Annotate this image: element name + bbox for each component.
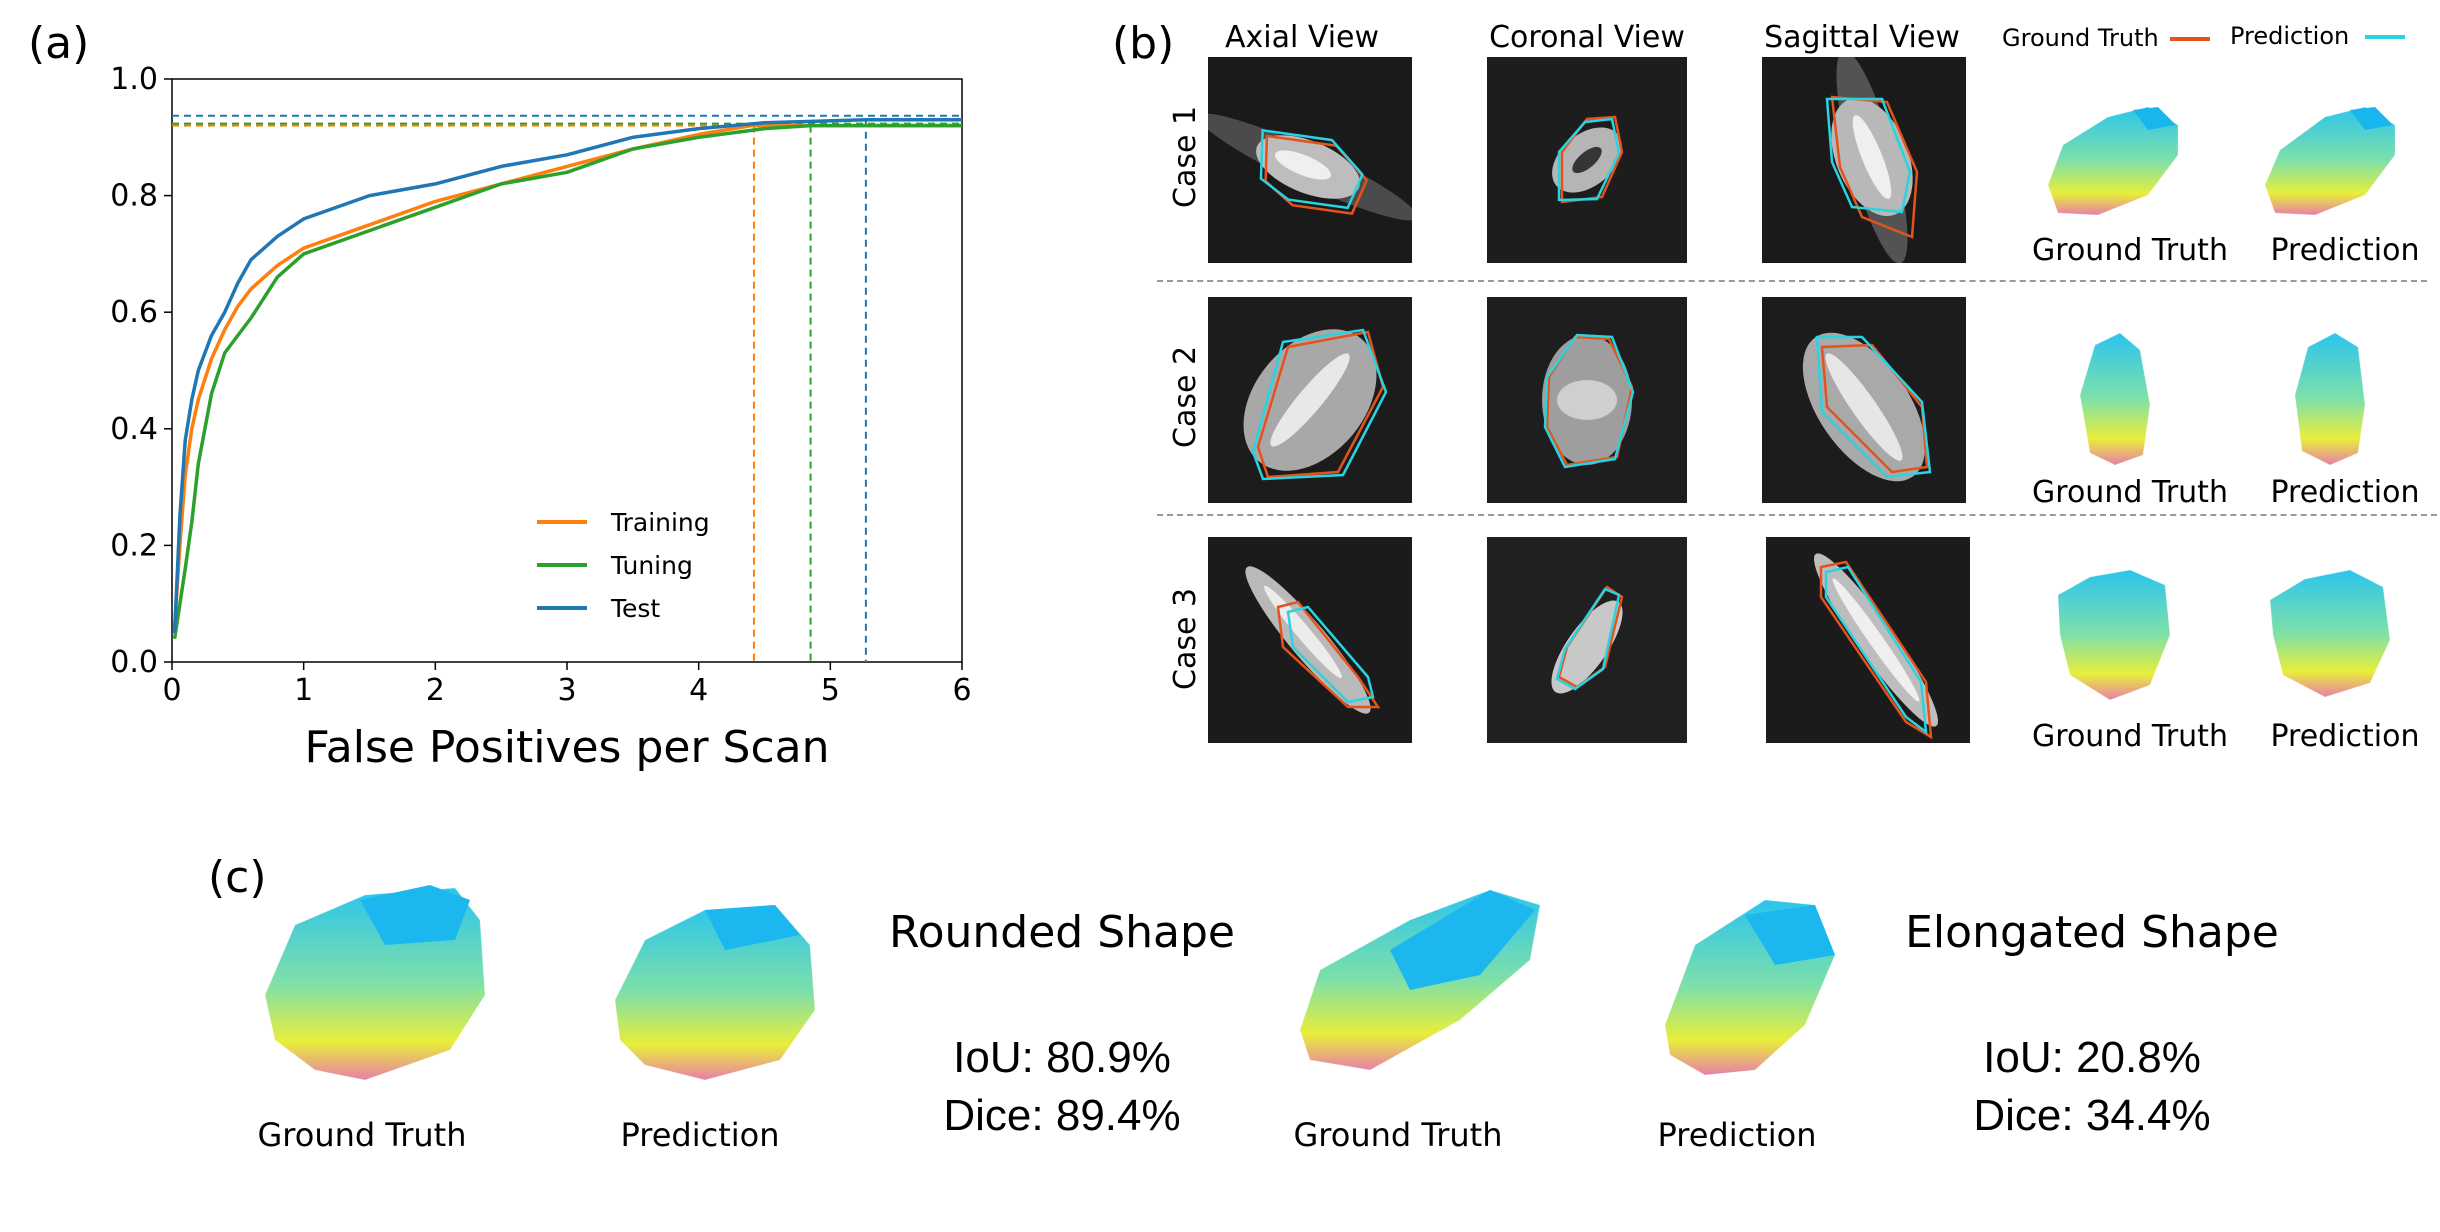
ct-case3-sagittal	[1766, 537, 1970, 743]
case2-pred-caption: Prediction	[2270, 475, 2420, 510]
rounded-iou: IoU: 80.9%	[953, 1033, 1171, 1082]
row-divider-1	[1157, 280, 2427, 282]
y-tick-label: 1.0	[110, 62, 158, 97]
rounded-pred-caption: Prediction	[620, 1116, 780, 1154]
elongated-dice: Dice: 34.4%	[1973, 1091, 2211, 1140]
ct-case3-axial	[1208, 537, 1412, 743]
froc-chart: 0 1 2 3 4 5 6 0.0 0.2 0.4 0.6 0.8 1.0 Training Tuning…	[110, 62, 971, 773]
x-tick-label: 0	[162, 673, 181, 708]
case1-gt-caption: Ground Truth	[2032, 233, 2228, 268]
mesh-rounded-gt	[264, 885, 486, 1081]
mesh-case2-pred	[2294, 332, 2366, 466]
series-line-test	[172, 118, 962, 633]
mesh-rounded-pred	[614, 904, 816, 1081]
legend-prediction: Prediction	[2230, 22, 2405, 50]
mesh-case1-pred	[2264, 106, 2396, 216]
y-tick-label: 0.6	[110, 295, 158, 330]
x-tick-label: 6	[952, 673, 971, 708]
ct-case2-axial	[1208, 297, 1412, 503]
case2-gt-caption: Ground Truth	[2032, 475, 2228, 510]
y-tick-label: 0.4	[110, 412, 158, 447]
series-line-tuning	[172, 123, 962, 639]
mesh-elongated-pred	[1664, 899, 1836, 1076]
mesh-elongated-gt	[1299, 889, 1541, 1071]
rounded-dice: Dice: 89.4%	[943, 1091, 1181, 1140]
legend-ground-truth-label: Ground Truth	[2002, 24, 2159, 52]
panel-b-label: (b)	[1112, 18, 1175, 69]
ct-case2-sagittal	[1762, 297, 1966, 503]
case1-pred-caption: Prediction	[2270, 233, 2420, 268]
ct-case1-sagittal	[1762, 57, 1966, 263]
view-title-axial: Axial View	[1224, 20, 1380, 55]
elongated-pred-caption: Prediction	[1657, 1116, 1817, 1154]
case3-gt-caption: Ground Truth	[2032, 719, 2228, 754]
legend-prediction-label: Prediction	[2230, 22, 2350, 50]
series-line-training	[172, 123, 962, 628]
ct-case1-coronal	[1487, 57, 1687, 263]
legend-ground-truth: Ground Truth	[2002, 24, 2211, 52]
elongated-gt-caption: Ground Truth	[1293, 1116, 1503, 1154]
mesh-case3-pred	[2269, 569, 2391, 698]
x-tick-label: 2	[426, 673, 445, 708]
rounded-shape-title: Rounded Shape	[889, 907, 1235, 958]
mesh-case1-gt	[2047, 106, 2179, 216]
legend-prediction-swatch	[2364, 35, 2405, 39]
case3-pred-caption: Prediction	[2270, 719, 2420, 754]
legend-label-training: Training	[610, 508, 710, 537]
case-label-2: Case 2	[1168, 345, 1203, 448]
y-tick-label: 0.0	[110, 645, 158, 680]
panel-c-label: (c)	[208, 852, 267, 903]
view-title-sagittal: Sagittal View	[1764, 20, 1960, 55]
ct-case1-axial	[1208, 57, 1412, 263]
x-tick-label: 1	[294, 673, 313, 708]
x-tick-label: 4	[689, 673, 708, 708]
mesh-case2-gt	[2079, 332, 2151, 466]
x-tick-label: 5	[821, 673, 840, 708]
y-tick-label: 0.8	[110, 179, 158, 214]
view-title-coronal: Coronal View	[1489, 20, 1685, 55]
elongated-shape-title: Elongated Shape	[1905, 907, 2279, 958]
y-tick-label: 0.2	[110, 528, 158, 563]
row-divider-2	[1157, 514, 2437, 516]
legend-label-test: Test	[610, 594, 660, 623]
x-tick-label: 3	[557, 673, 576, 708]
elongated-iou: IoU: 20.8%	[1983, 1033, 2201, 1082]
x-axis-label: False Positives per Scan	[304, 722, 829, 773]
panel-a-label: (a)	[28, 18, 90, 69]
legend-label-tuning: Tuning	[610, 551, 693, 580]
rounded-gt-caption: Ground Truth	[257, 1116, 467, 1154]
case-label-1: Case 1	[1168, 105, 1203, 208]
mesh-case3-gt	[2057, 569, 2171, 701]
case-label-3: Case 3	[1168, 587, 1203, 690]
ct-case3-coronal	[1487, 537, 1687, 743]
legend-ground-truth-swatch	[2170, 37, 2211, 41]
ct-case2-coronal	[1487, 297, 1687, 503]
